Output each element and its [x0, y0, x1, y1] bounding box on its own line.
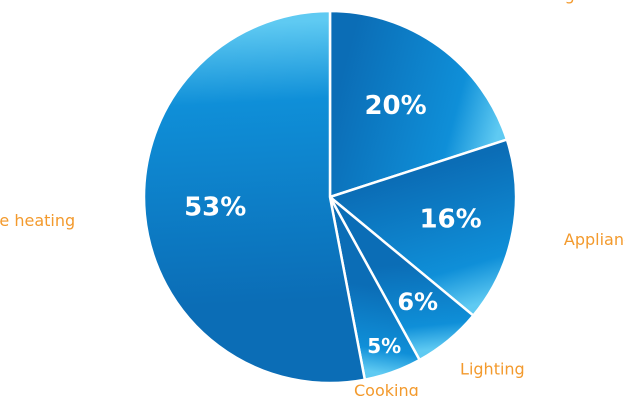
pie-slice-space-heating: [142, 9, 367, 385]
slice-category-label: Lighting: [460, 360, 525, 379]
slice-category-label: Space heating: [0, 211, 75, 230]
slice-category-label: Appliances: [564, 230, 625, 249]
slice-value-label: 16%: [419, 205, 481, 235]
slice-category-label: Cooking: [354, 381, 419, 396]
slice-value-label: 5%: [367, 334, 401, 358]
slice-category-label: Water heating: [462, 0, 575, 4]
slice-value-label: 6%: [397, 288, 438, 316]
slice-value-label: 20%: [364, 91, 426, 121]
pie-slice-water-heating: [328, 9, 509, 199]
slice-value-labels: 20% 16% 6% 5% 53%: [184, 91, 482, 358]
pie-slice-appliances: [328, 138, 518, 317]
slice-value-label: 53%: [184, 192, 246, 222]
pie-slices: [142, 9, 518, 385]
